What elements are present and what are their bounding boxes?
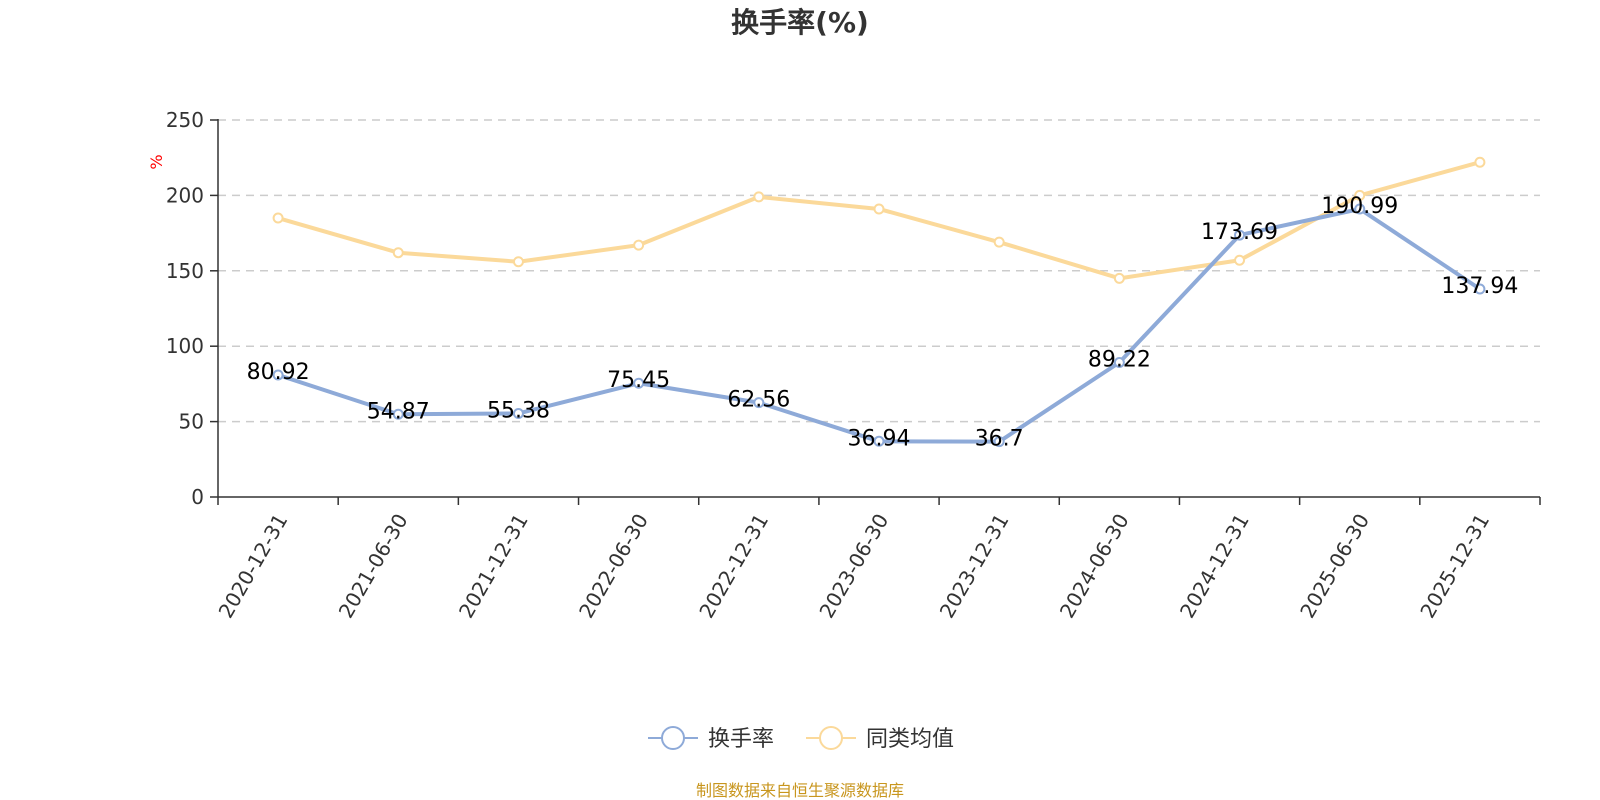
data-point xyxy=(993,436,1005,448)
x-tick-label: 2025-12-31 xyxy=(1415,510,1494,623)
x-tick-label: 2022-12-31 xyxy=(694,510,773,623)
data-label: 80.92 xyxy=(247,360,310,385)
y-tick-label: 200 xyxy=(166,183,204,207)
data-point xyxy=(1354,203,1366,215)
data-label: 62.56 xyxy=(727,388,790,413)
y-tick-label: 250 xyxy=(166,108,204,132)
data-point xyxy=(512,407,524,419)
series-line-0 xyxy=(277,206,1482,444)
x-tick-label: 2021-06-30 xyxy=(334,510,413,623)
source-note: 制图数据来自恒生聚源数据库 xyxy=(696,781,904,800)
data-label: 89.22 xyxy=(1088,347,1151,372)
x-tick-label: 2021-12-31 xyxy=(454,510,533,623)
data-label: 55.38 xyxy=(487,398,550,423)
data-point xyxy=(1234,254,1246,266)
data-label: 36.7 xyxy=(975,427,1024,452)
y-tick-label: 50 xyxy=(179,410,204,434)
data-point xyxy=(873,203,885,215)
y-tick-label: 0 xyxy=(191,485,204,509)
data-point xyxy=(873,435,885,447)
data-point xyxy=(1474,156,1486,168)
y-tick-label: 100 xyxy=(166,334,204,358)
data-labels: 80.92 54.87 55.38 75.45 62.56 36.94 36.7 89.22 1… xyxy=(247,194,1519,452)
x-tick-label: 2025-06-30 xyxy=(1295,510,1374,623)
data-label: 190.99 xyxy=(1321,194,1398,219)
legend-label[interactable]: 同类均值 xyxy=(866,727,954,752)
chart-title: 换手率(%) xyxy=(731,6,869,39)
series-lines xyxy=(272,156,1486,448)
x-tick-label: 2024-12-31 xyxy=(1175,510,1254,623)
y-tick-label: 150 xyxy=(166,259,204,283)
data-point xyxy=(1474,283,1486,295)
data-point xyxy=(512,256,524,268)
grid-lines xyxy=(218,119,1540,423)
legend[interactable]: 换手率 同类均值 xyxy=(648,726,954,752)
data-label: 173.69 xyxy=(1201,220,1278,245)
x-tick-label: 2023-06-30 xyxy=(814,510,893,623)
legend-marker-icon xyxy=(661,726,685,750)
data-point xyxy=(1113,356,1125,368)
data-point xyxy=(1113,272,1125,284)
data-point xyxy=(633,239,645,251)
data-point xyxy=(1354,189,1366,201)
data-point xyxy=(753,397,765,409)
x-tick-label: 2024-06-30 xyxy=(1055,510,1134,623)
legend-marker-icon xyxy=(819,726,843,750)
y-axis-unit: % xyxy=(147,154,166,169)
x-tick-label: 2020-12-31 xyxy=(214,510,293,623)
data-point xyxy=(633,377,645,389)
data-point xyxy=(392,247,404,259)
axes: 0 50 100 150 200 250 2020-12-31 2021-06-30 2021-… xyxy=(166,108,1541,623)
data-point xyxy=(392,408,404,420)
data-label: 36.94 xyxy=(848,426,911,451)
legend-label[interactable]: 换手率 xyxy=(708,727,774,752)
data-label: 75.45 xyxy=(607,368,670,393)
data-point xyxy=(753,191,765,203)
data-point xyxy=(993,236,1005,248)
x-tick-label: 2022-06-30 xyxy=(574,510,653,623)
data-label: 137.94 xyxy=(1441,274,1518,299)
data-label: 54.87 xyxy=(367,399,430,424)
x-tick-label: 2023-12-31 xyxy=(935,510,1014,623)
data-point xyxy=(1234,229,1246,241)
data-point xyxy=(272,369,284,381)
data-point xyxy=(272,212,284,224)
